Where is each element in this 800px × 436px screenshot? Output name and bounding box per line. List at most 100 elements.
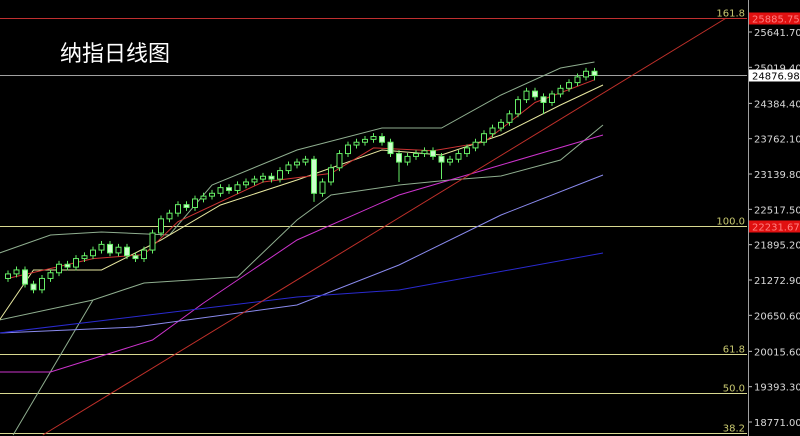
fib-price-label: 22231.67 [752, 223, 800, 234]
candle-body [192, 198, 198, 208]
candle-body [506, 113, 513, 123]
candle-body [413, 153, 419, 157]
candle-27 [234, 181, 241, 194]
y-tick-label: 18771.00 [754, 418, 800, 429]
candle-64 [549, 90, 555, 106]
candle-body [515, 99, 521, 115]
candle-18 [158, 215, 164, 237]
candle-body [56, 263, 62, 274]
candle-9 [81, 252, 88, 262]
candle-body [149, 232, 156, 251]
fib-label-100.0: 100.0 [716, 217, 745, 228]
indicator-line-5 [0, 134, 604, 373]
y-tick-label: 21272.90 [754, 276, 800, 287]
candle-68 [583, 67, 589, 81]
candle-5 [47, 269, 54, 282]
candle-body [540, 96, 547, 103]
candle-28 [243, 178, 249, 189]
candle-body [336, 153, 343, 169]
candle-body [132, 255, 139, 260]
candle-55 [472, 138, 479, 152]
candle-body [64, 263, 71, 268]
candle-11 [98, 240, 105, 254]
y-tick-label: 24384.40 [754, 99, 800, 110]
candle-body [421, 150, 428, 155]
fib-label-38.2: 38.2 [723, 424, 745, 435]
candle-body [591, 70, 598, 76]
candle-17 [149, 229, 156, 254]
candle-30 [260, 172, 266, 183]
candle-61 [523, 87, 530, 104]
candle-59 [506, 110, 513, 126]
candle-body [472, 141, 479, 149]
candle-body [268, 175, 275, 180]
candle-19 [166, 209, 173, 223]
fib-label-61.8: 61.8 [723, 345, 745, 356]
candle-body [464, 147, 470, 155]
candle-29 [251, 175, 258, 186]
candle-body [47, 272, 54, 279]
candle-57 [489, 124, 496, 138]
candle-6 [56, 260, 62, 277]
candle-body [90, 249, 96, 257]
candle-35 [302, 155, 309, 166]
fib-price-badge [749, 220, 800, 233]
y-tick-label: 21895.20 [754, 241, 800, 252]
candle-body [277, 170, 283, 180]
candle-body [404, 155, 411, 163]
candle-24 [209, 189, 215, 200]
candle-60 [515, 96, 521, 118]
y-tick-label: 23139.80 [754, 170, 800, 181]
current-price-label: 24876.98 [752, 72, 800, 83]
indicator-line-0 [0, 61, 595, 254]
candle-body [124, 246, 130, 257]
indicator-line-7 [0, 252, 604, 334]
candle-44 [379, 133, 385, 146]
y-tick-label: 25019.40 [754, 63, 800, 74]
candle-body [158, 218, 164, 234]
candle-58 [498, 118, 504, 132]
candle-54 [464, 144, 470, 157]
candle-body [583, 70, 589, 78]
candle-20 [175, 201, 181, 217]
candle-body [226, 187, 232, 191]
candle-16 [141, 246, 147, 262]
candle-body [217, 187, 224, 194]
candle-66 [566, 79, 572, 92]
y-tick-label: 22517.50 [754, 205, 800, 216]
candle-15 [132, 252, 139, 262]
candle-body [455, 153, 462, 160]
candle-body [260, 175, 266, 180]
candle-41 [353, 138, 360, 149]
candle-body [107, 243, 113, 254]
candle-body [183, 204, 190, 208]
indicator-line-4 [7, 79, 595, 279]
candle-46 [396, 150, 402, 182]
candle-25 [217, 184, 224, 197]
candle-body [319, 181, 326, 194]
candle-body [200, 195, 207, 200]
fib-label-50.0: 50.0 [723, 384, 745, 395]
candle-body [243, 181, 249, 186]
candle-body [396, 153, 402, 163]
candle-body [251, 178, 258, 183]
fib-label-161.8: 161.8 [716, 9, 745, 20]
candle-body [387, 141, 394, 155]
candle-body [13, 269, 20, 275]
candle-52 [447, 155, 453, 166]
candle-body [311, 158, 317, 194]
candle-body [498, 121, 504, 129]
candle-body [30, 283, 37, 291]
candle-body [566, 82, 572, 89]
candle-14 [124, 243, 130, 260]
candle-body [574, 76, 581, 84]
candle-body [234, 184, 241, 191]
current-price-badge [749, 69, 800, 82]
candle-body [98, 243, 105, 251]
y-tick-label: 20015.60 [754, 347, 800, 358]
candle-body [328, 167, 334, 183]
candle-37 [319, 178, 326, 197]
y-tick-label: 23762.10 [754, 135, 800, 146]
candle-48 [413, 150, 419, 160]
candle-45 [387, 138, 394, 157]
